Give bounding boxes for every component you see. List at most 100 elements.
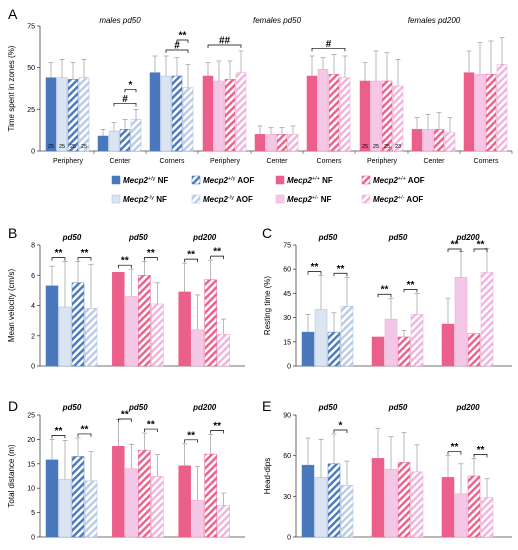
panel-b-sig-bracket	[184, 258, 199, 263]
panel-b-sig-label: **	[121, 256, 129, 267]
legend-swatch	[275, 194, 285, 204]
panel-e-tick-label: 30	[283, 494, 291, 501]
panel-a-bar	[202, 75, 214, 152]
panel-d-sig-bracket	[117, 418, 132, 422]
panel-c-tick-label: 45	[283, 291, 291, 298]
panel-b-bar	[112, 271, 125, 367]
panel-b-bar	[151, 303, 164, 367]
panel-b-mean-velocity: 0 2 4 6 8 Mean velocity (cm/s) pd50 ** ** pd50 ** *…	[7, 233, 245, 371]
panel-letter-b: B	[8, 225, 17, 241]
panel-b-tick-label: 2	[31, 333, 35, 340]
panel-d-bar	[191, 500, 204, 538]
panel-b-bar	[45, 285, 59, 367]
panel-a-n-label: 25	[70, 144, 76, 150]
panel-a-sig-label: ##	[219, 36, 231, 47]
panel-a-bar	[444, 132, 456, 152]
panel-b-sig-label: **	[81, 248, 89, 259]
panel-b-sig-bracket	[51, 257, 66, 261]
panel-a-bar	[276, 134, 288, 152]
panel-b-bar	[178, 291, 191, 367]
panel-e-bar	[410, 471, 424, 538]
panel-c-bar	[327, 331, 341, 367]
panel-a-bar	[56, 77, 68, 152]
panel-c-group-title: pd50	[318, 233, 338, 242]
panel-c-sig-label: **	[477, 240, 485, 251]
panel-a-zone-label: Center	[266, 158, 288, 165]
legend-swatch	[111, 175, 121, 185]
panel-e-bar	[340, 485, 354, 538]
panel-a-bar	[213, 80, 225, 152]
panel-c-group-title: pd200	[455, 233, 480, 242]
panel-a-bar	[411, 129, 423, 152]
panel-d-sig-label: **	[187, 430, 195, 441]
legend-entry: Mecp2+/+ AOF	[373, 176, 425, 185]
panel-d-sig-label: **	[81, 424, 89, 435]
panel-d-sig-label: **	[55, 426, 63, 437]
panel-c-bar	[384, 318, 398, 367]
panel-b-group-title: pd50	[62, 233, 82, 242]
panel-d-bar	[112, 445, 125, 538]
panel-a-bar	[224, 79, 236, 152]
legend-swatch	[191, 175, 201, 185]
panel-letter-a: A	[8, 6, 18, 22]
panel-e-tick-label: 0	[287, 535, 291, 542]
panel-d-bar	[71, 456, 85, 538]
panel-d-group-title: pd50	[62, 403, 82, 412]
panel-a-zone-label: Corners	[317, 158, 342, 165]
panel-e-sig-label: *	[339, 420, 343, 431]
panel-a-sig-bracket	[207, 44, 242, 48]
panel-a-bar	[67, 79, 79, 152]
panel-c-tick-label: 75	[283, 243, 291, 250]
panel-a-tick-label: 50	[27, 65, 35, 72]
legend-entry: Mecp2+/- AOF	[373, 195, 423, 204]
panel-a-zone-label: Corners	[160, 158, 185, 165]
panel-a-zone-label: Center	[109, 158, 131, 165]
panel-a-n-label: 25	[362, 144, 368, 150]
panel-a-bar	[160, 75, 172, 152]
panel-a-tick-label: 25	[27, 107, 35, 114]
panel-c-sig-bracket	[473, 248, 488, 252]
panel-a-bar	[265, 134, 277, 152]
panel-d-tick-label: 25	[27, 413, 35, 420]
legend: Mecp2+/y NF Mecp2+/y AOF Mecp2+/+ NF Mecp2+…	[111, 175, 425, 204]
panel-d-y-label: Total distance (m)	[7, 444, 16, 507]
panel-e-bar	[454, 493, 468, 538]
panel-a-sig-bracket	[124, 88, 137, 93]
panel-e-sig-bracket	[447, 451, 462, 455]
panel-c-bar	[410, 314, 424, 367]
panel-d-sig-label: **	[213, 421, 221, 432]
panel-e-tick-label: 90	[283, 413, 291, 420]
panel-a-y-label: Time spent in zones (%)	[7, 45, 16, 131]
panel-b-sig-label: **	[187, 250, 195, 261]
panel-a-sig-label: #	[326, 39, 332, 50]
panel-a-bar	[130, 119, 142, 152]
panel-e-bar	[301, 464, 315, 538]
panel-b-tick-label: 0	[31, 364, 35, 371]
panel-c-tick-label: 30	[283, 315, 291, 322]
panel-d-sig-bracket	[143, 428, 158, 433]
legend-entry: Mecp2+/y NF	[123, 176, 168, 185]
panel-a-bar	[235, 72, 247, 152]
panel-e-group-title: pd200	[455, 403, 480, 412]
panel-b-bar	[191, 329, 204, 367]
panel-b-tick-label: 4	[31, 303, 35, 310]
panel-d-bar	[204, 453, 217, 538]
legend-swatch	[361, 175, 371, 185]
panel-a-bar	[359, 80, 371, 152]
panel-a-n-label: 25	[48, 144, 54, 150]
panel-a-sig-bracket	[176, 39, 189, 43]
panel-d-bar	[151, 476, 164, 538]
panel-d-tick-label: 0	[31, 535, 35, 542]
panel-a-bar	[474, 74, 486, 152]
panel-d-bar	[58, 479, 72, 538]
panel-e-sig-bracket	[473, 454, 488, 458]
panel-d-sig-label: **	[121, 410, 129, 421]
panel-letter-c: C	[262, 225, 272, 241]
panel-letter-d: D	[8, 398, 18, 414]
panel-e-bar	[384, 468, 398, 538]
panel-d-bar	[84, 480, 98, 538]
panel-a-zone-label: Periphery	[53, 158, 83, 165]
panel-a-bar	[78, 77, 90, 152]
panel-e-sig-label: **	[477, 445, 485, 456]
panel-c-sig-bracket	[307, 271, 322, 275]
